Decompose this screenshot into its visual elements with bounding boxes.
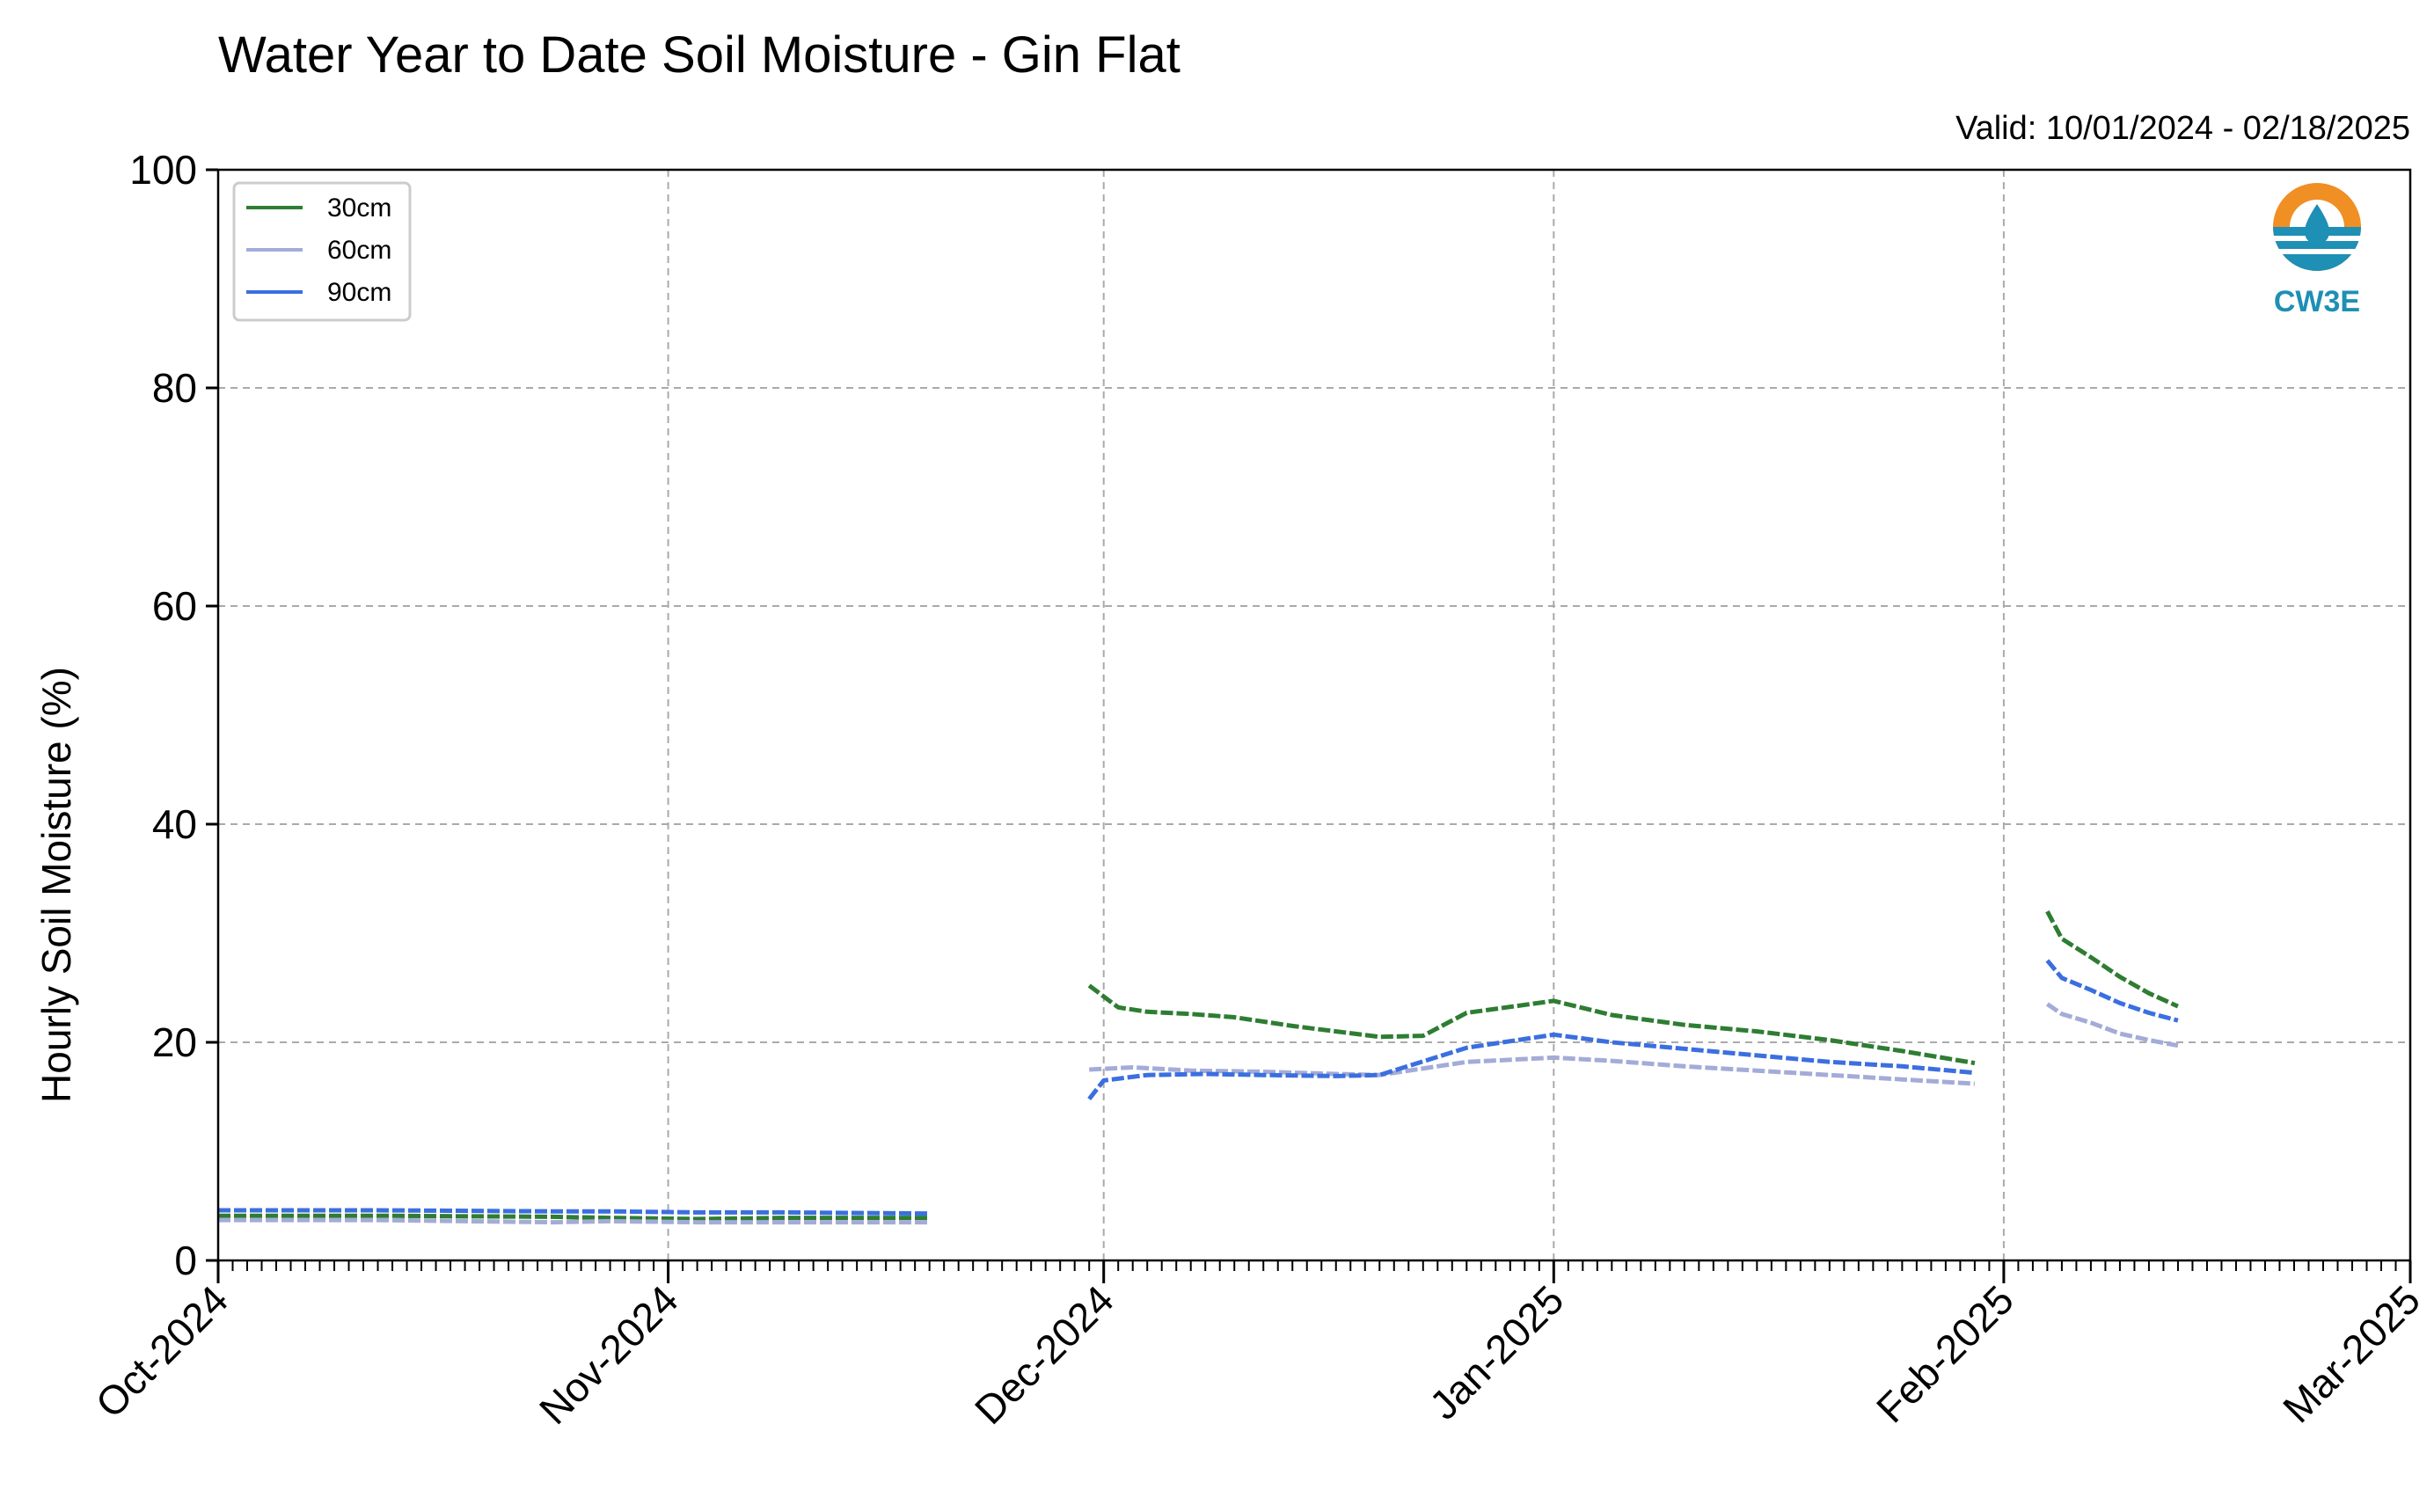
ticks: 0 20 40 60 80 100 Oct-2024 Nov-2024 Dec-2024 Jan-… [87,147,2430,1433]
cw3e-logo-icon [2273,183,2361,271]
x-tick-label: Mar-2025 [2274,1276,2429,1431]
legend-label-90cm: 90cm [327,278,391,307]
series-layer [218,910,2179,1225]
x-tick-label: Jan-2025 [1421,1276,1572,1428]
y-tick-label: 100 [129,147,197,193]
x-tick-label: Nov-2024 [530,1276,687,1433]
y-tick-label: 60 [152,583,197,629]
cw3e-logo-text: CW3E [2274,285,2360,318]
legend-label-30cm: 30cm [327,194,391,223]
cw3e-logo: CW3E [2273,183,2361,318]
chart-subtitle: Valid: 10/01/2024 - 02/18/2025 [1955,110,2410,147]
legend-box [232,181,412,322]
axes [216,168,2412,1262]
y-tick-label: 20 [152,1019,197,1065]
series-line-30cm [218,910,2179,1222]
y-tick-label: 0 [174,1238,197,1283]
x-tick-label: Feb-2025 [1868,1276,2022,1431]
plot-frame [216,168,2412,1262]
series-line-90cm [218,959,2179,1216]
x-tick-label: Dec-2024 [966,1276,1122,1433]
legend: 30cm 60cm 90cm [232,181,412,322]
y-tick-label: 80 [152,365,197,411]
x-tick-label: Oct-2024 [87,1276,238,1427]
legend-label-60cm: 60cm [327,236,391,265]
series-line-60cm [218,1002,2179,1225]
grid-lines [218,170,2410,1260]
chart-title: Water Year to Date Soil Moisture - Gin F… [218,26,1180,84]
y-tick-label: 40 [152,801,197,847]
y-axis-label: Hourly Soil Moisture (%) [33,667,79,1103]
